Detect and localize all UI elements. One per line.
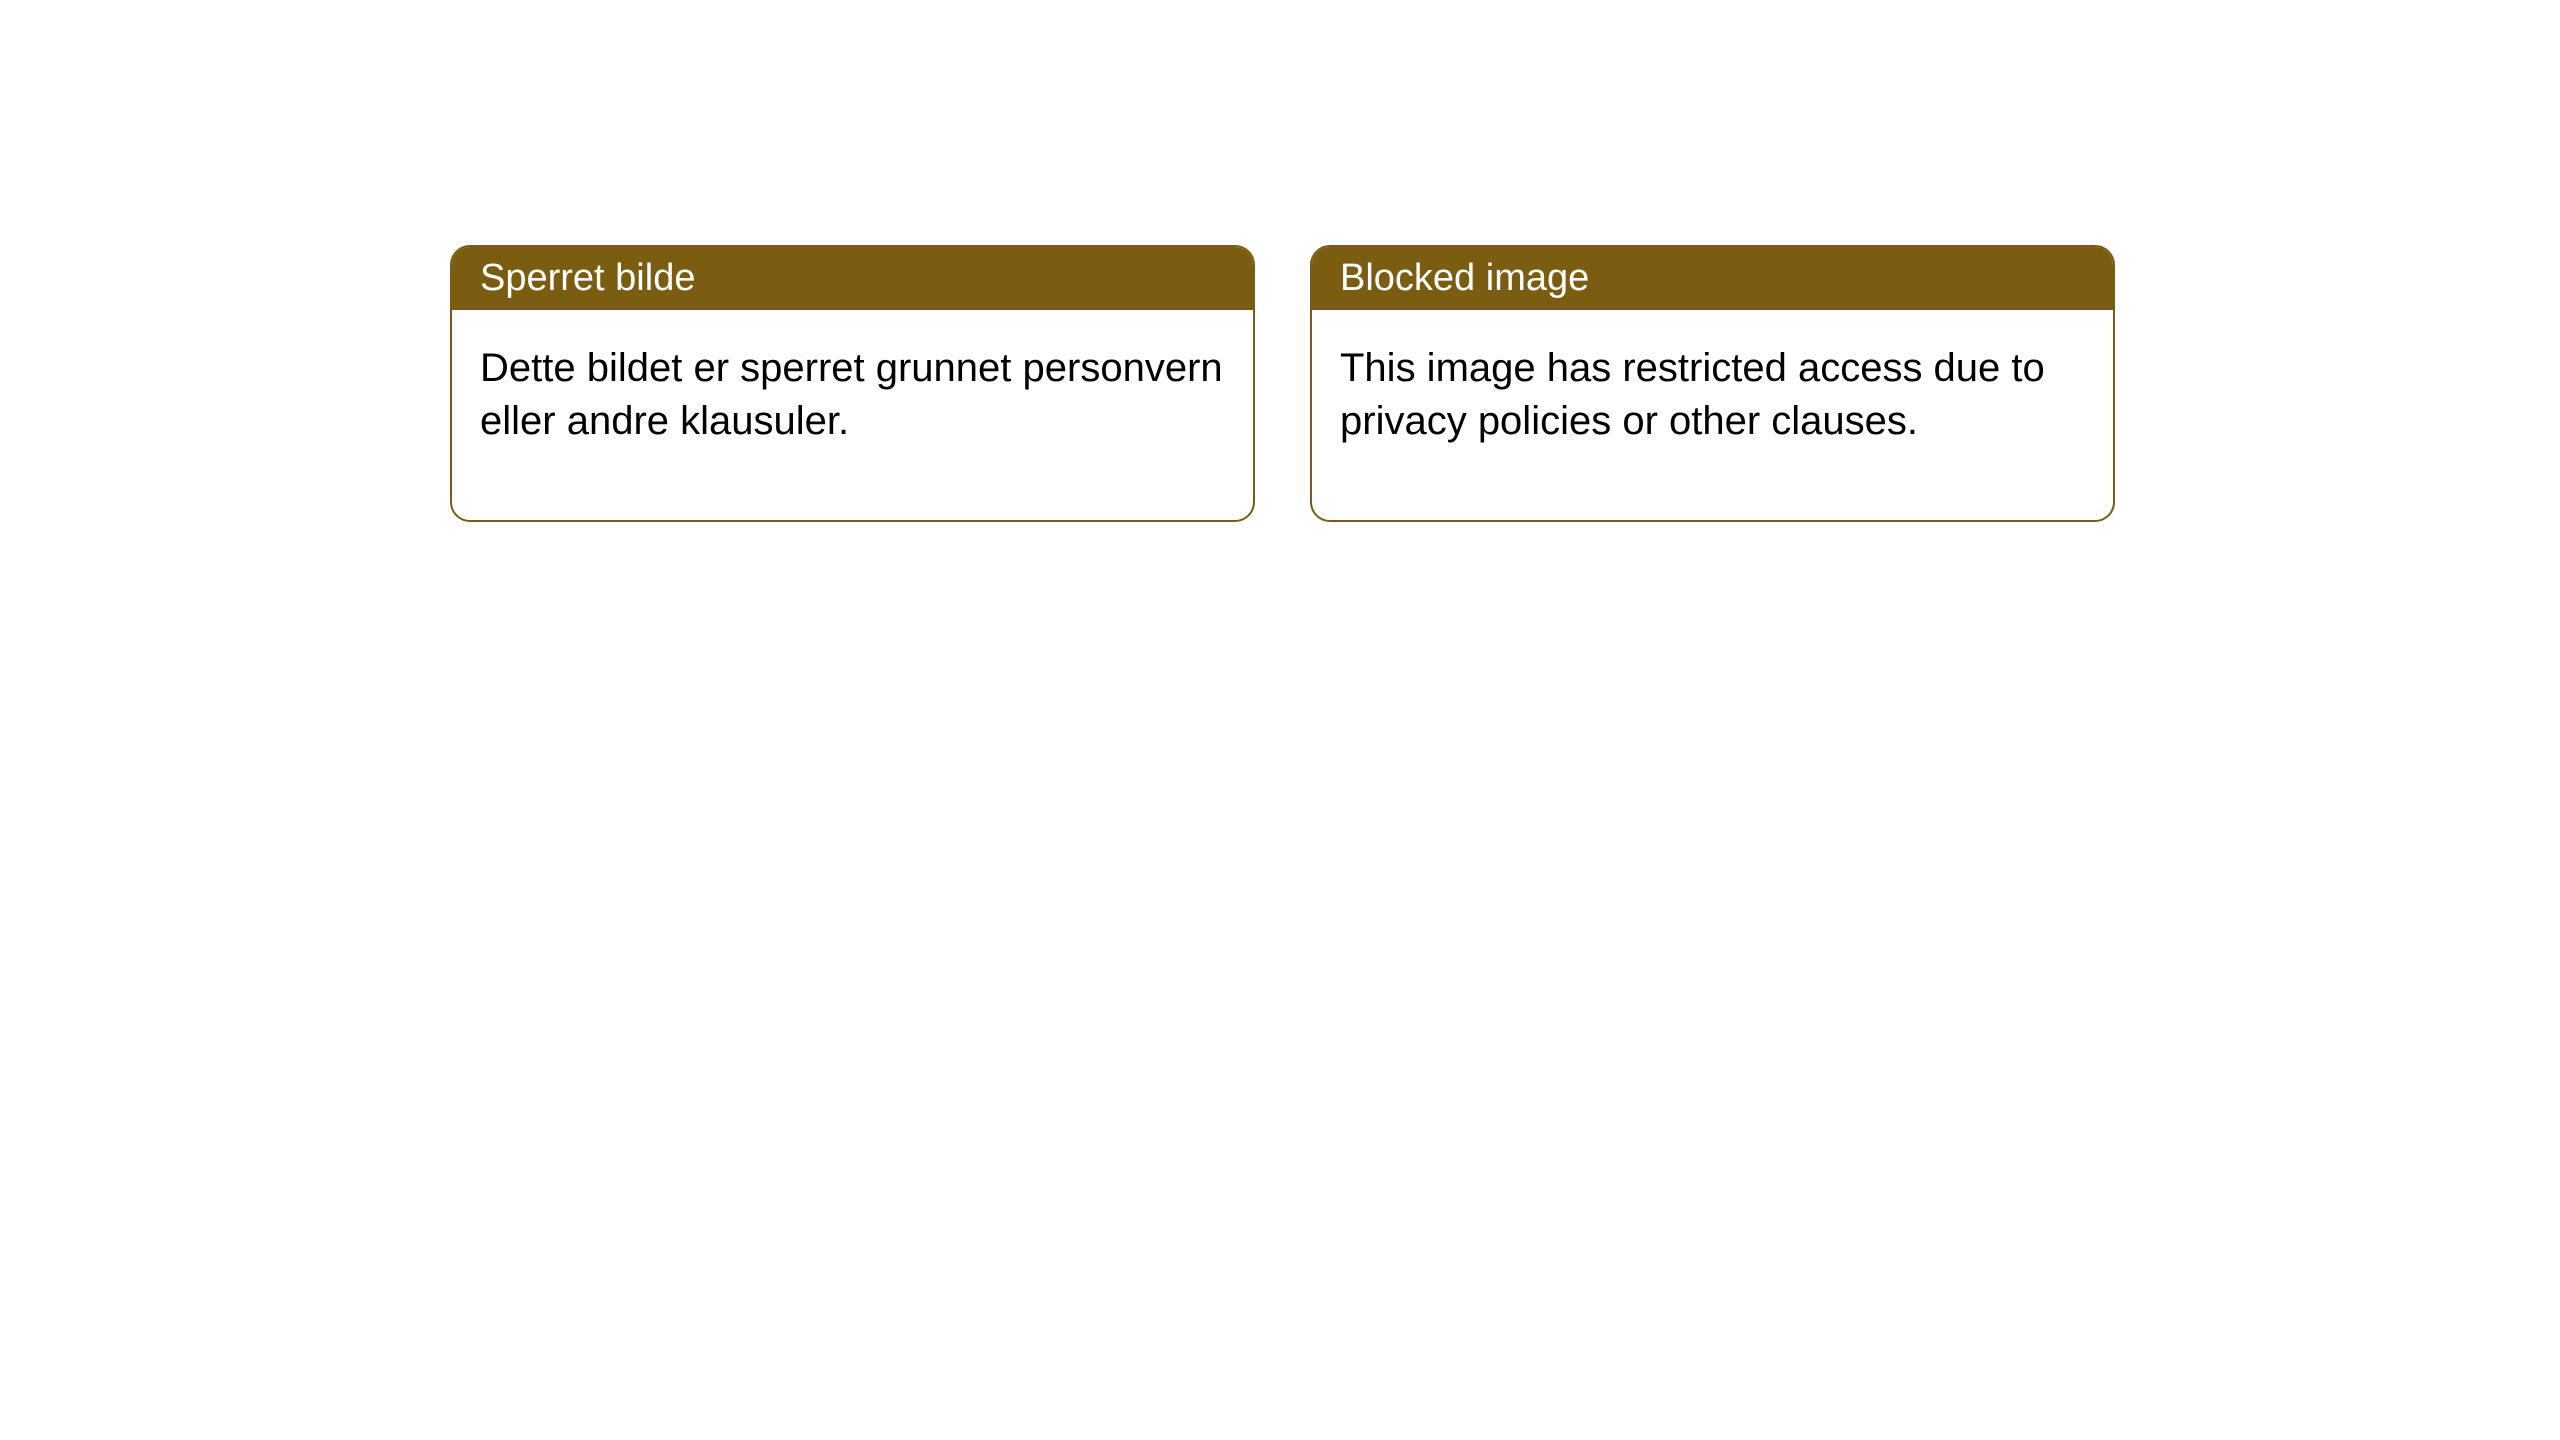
- notice-header-nb: Sperret bilde: [452, 247, 1253, 310]
- notice-body-en: This image has restricted access due to …: [1312, 310, 2113, 520]
- notice-card-norwegian: Sperret bilde Dette bildet er sperret gr…: [450, 245, 1255, 522]
- notice-body-nb: Dette bildet er sperret grunnet personve…: [452, 310, 1253, 520]
- notice-body-text-nb: Dette bildet er sperret grunnet personve…: [480, 346, 1223, 443]
- notice-title-en: Blocked image: [1340, 257, 1589, 299]
- notice-header-en: Blocked image: [1312, 247, 2113, 310]
- notice-title-nb: Sperret bilde: [480, 257, 695, 299]
- notice-card-english: Blocked image This image has restricted …: [1310, 245, 2115, 522]
- notice-body-text-en: This image has restricted access due to …: [1340, 346, 2045, 443]
- notice-container: Sperret bilde Dette bildet er sperret gr…: [450, 245, 2115, 522]
